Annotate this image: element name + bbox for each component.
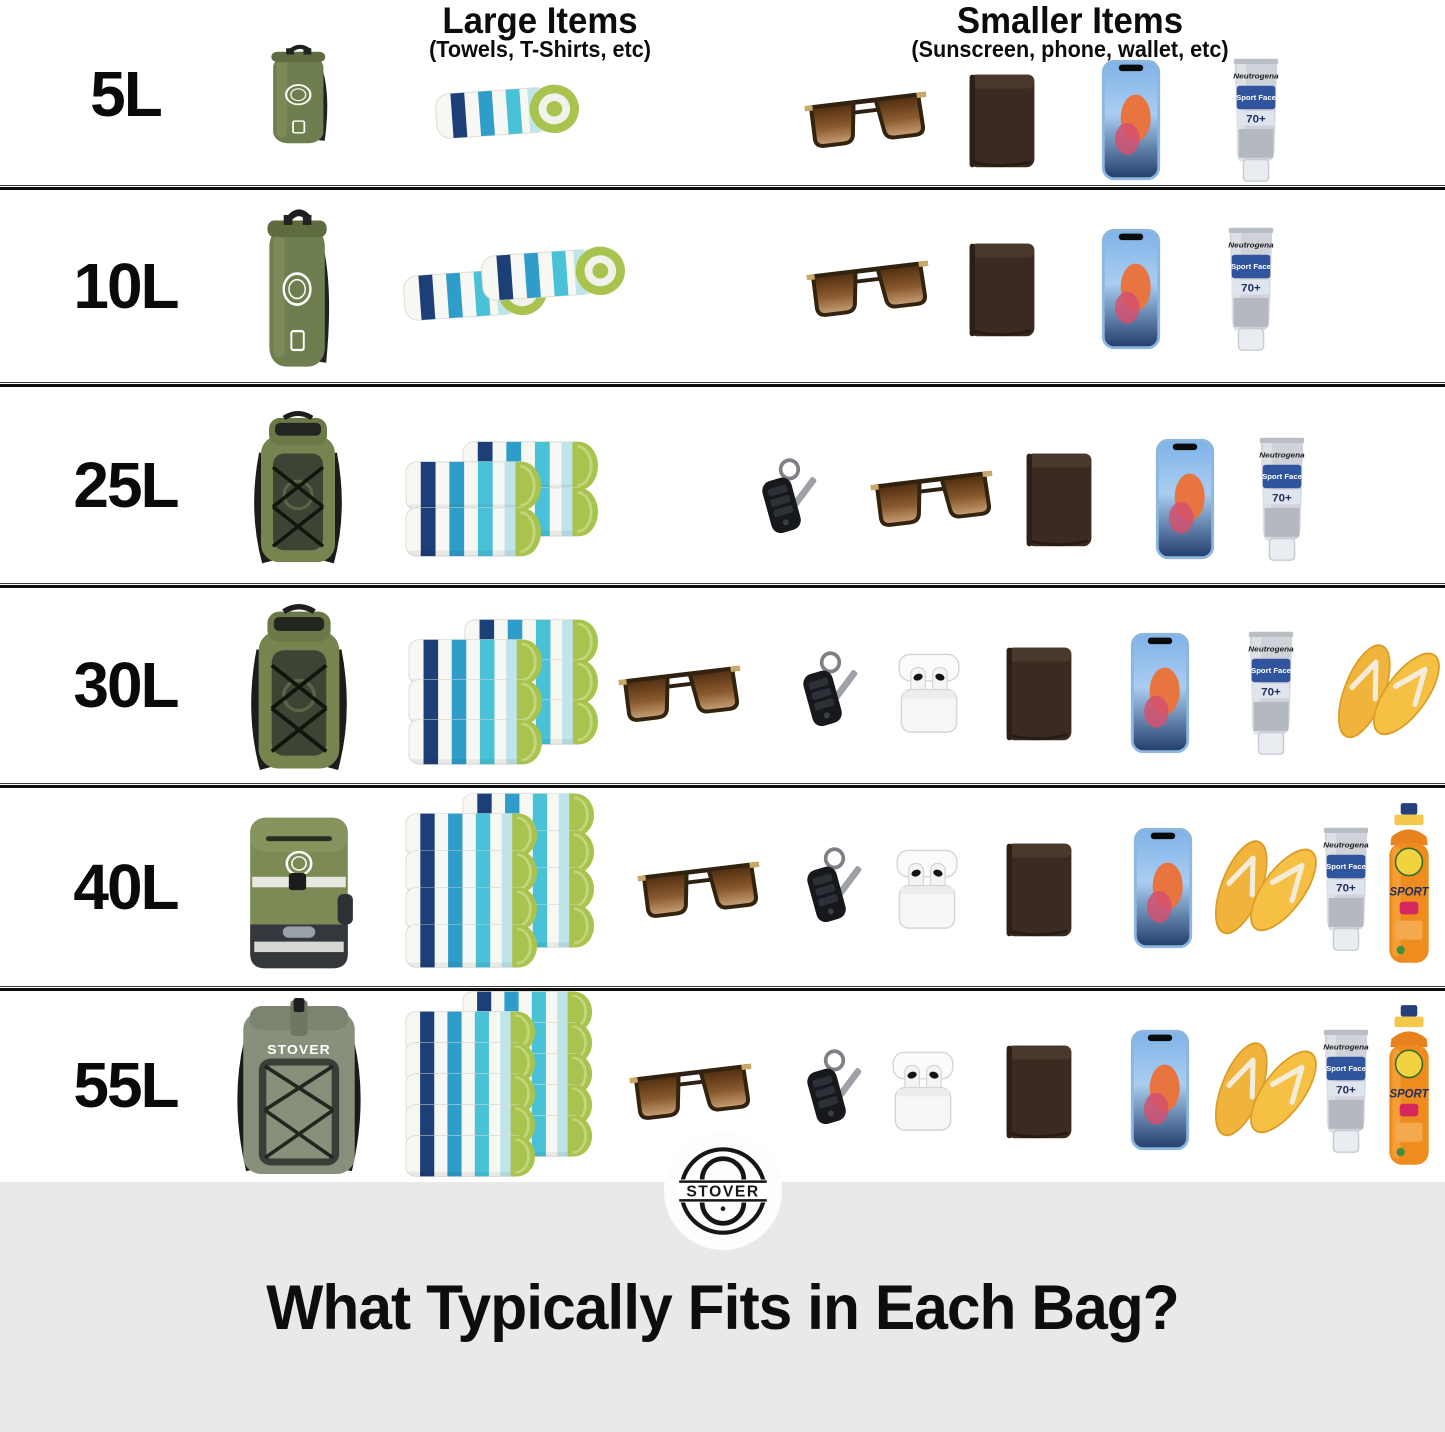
footer-title: What Typically Fits in Each Bag? bbox=[266, 1273, 1179, 1343]
size-label: 25L bbox=[73, 448, 179, 521]
header-smaller-items-subtitle: (Sunscreen, phone, wallet, etc) bbox=[911, 36, 1229, 62]
backpack-30l-icon bbox=[239, 603, 359, 775]
header-large-items-title: Large Items bbox=[442, 0, 638, 41]
row-separator bbox=[0, 382, 1445, 387]
row-55l: 55L bbox=[0, 988, 1445, 1182]
car-key-icon bbox=[755, 451, 821, 543]
header-large-items-subtitle: (Towels, T-Shirts, etc) bbox=[429, 36, 651, 62]
towel-stack-front bbox=[405, 812, 539, 969]
rolled-towel-icon bbox=[434, 80, 582, 142]
flip-flops-icon bbox=[1332, 636, 1442, 748]
wallet-icon bbox=[1003, 838, 1075, 940]
row-separator bbox=[0, 185, 1445, 190]
phone-icon bbox=[1100, 227, 1162, 351]
row-separator bbox=[0, 583, 1445, 588]
sunglasses-icon bbox=[614, 661, 749, 723]
row-40l: 40L bbox=[0, 785, 1445, 988]
sunscreen-tube-icon bbox=[1229, 57, 1283, 183]
towel-group bbox=[402, 262, 628, 324]
sunglasses-icon bbox=[800, 87, 935, 149]
folded-towel-icon bbox=[405, 506, 543, 558]
backpack-55l-icon bbox=[224, 998, 374, 1178]
towel-group bbox=[434, 80, 582, 142]
stover-logo-icon bbox=[676, 1142, 770, 1240]
airpods-icon bbox=[889, 650, 969, 738]
dry-bag-10l-icon bbox=[256, 205, 342, 371]
size-label: 5L bbox=[90, 57, 163, 130]
header-smaller-items-title: Smaller Items bbox=[956, 0, 1184, 41]
row-5l: 5L bbox=[0, 0, 1445, 187]
flip-flops-icon bbox=[1209, 832, 1319, 944]
wallet-icon bbox=[1023, 448, 1095, 550]
row-30l: 30L bbox=[0, 585, 1445, 785]
wallet-icon bbox=[966, 238, 1038, 340]
folded-towel-icon bbox=[408, 718, 544, 766]
towel-stack-front bbox=[405, 1010, 537, 1178]
sunglasses-icon bbox=[802, 256, 937, 318]
wallet-icon bbox=[966, 69, 1038, 171]
row-25l: 25L bbox=[0, 384, 1445, 585]
towel-stack-front bbox=[405, 460, 543, 558]
folded-towel-icon bbox=[405, 1134, 537, 1178]
wallet-icon bbox=[1003, 642, 1075, 744]
sunscreen-tube-icon bbox=[1319, 1028, 1373, 1154]
phone-icon bbox=[1154, 437, 1216, 561]
size-label: 55L bbox=[73, 1049, 179, 1121]
rolled-towel-icon bbox=[480, 242, 628, 304]
airpods-icon bbox=[887, 846, 967, 934]
row-10l: 10L bbox=[0, 187, 1445, 384]
spray-sunscreen-icon bbox=[1380, 801, 1438, 969]
row-separator bbox=[0, 986, 1445, 991]
brand-logo-badge bbox=[664, 1132, 782, 1250]
folded-towel-icon bbox=[405, 923, 539, 969]
towel-stack-front bbox=[408, 638, 544, 766]
car-key-icon bbox=[796, 644, 862, 736]
sunscreen-tube-icon bbox=[1244, 630, 1298, 756]
sunglasses-icon bbox=[625, 1059, 760, 1121]
wallet-icon bbox=[1003, 1040, 1075, 1142]
sunscreen-tube-icon bbox=[1224, 226, 1278, 352]
size-label: 10L bbox=[73, 249, 179, 322]
sunscreen-tube-icon bbox=[1255, 436, 1309, 562]
airpods-icon bbox=[883, 1048, 963, 1136]
car-key-icon bbox=[800, 1042, 866, 1134]
dry-bag-5l-icon bbox=[261, 42, 339, 146]
sunglasses-icon bbox=[866, 466, 1001, 528]
size-label: 40L bbox=[73, 850, 179, 923]
spray-sunscreen-icon bbox=[1380, 1003, 1438, 1171]
backpack-40l-icon bbox=[238, 812, 360, 974]
backpack-25l-icon bbox=[243, 410, 353, 568]
phone-icon bbox=[1100, 58, 1162, 182]
car-key-icon bbox=[800, 840, 866, 932]
folded-towel-icon bbox=[405, 460, 543, 512]
phone-icon bbox=[1129, 631, 1191, 755]
sunglasses-icon bbox=[633, 857, 768, 919]
size-label: 30L bbox=[73, 649, 179, 721]
phone-icon bbox=[1132, 826, 1194, 950]
row-separator bbox=[0, 783, 1445, 788]
sunscreen-tube-icon bbox=[1319, 826, 1373, 952]
flip-flops-icon bbox=[1209, 1034, 1319, 1146]
phone-icon bbox=[1129, 1028, 1191, 1152]
